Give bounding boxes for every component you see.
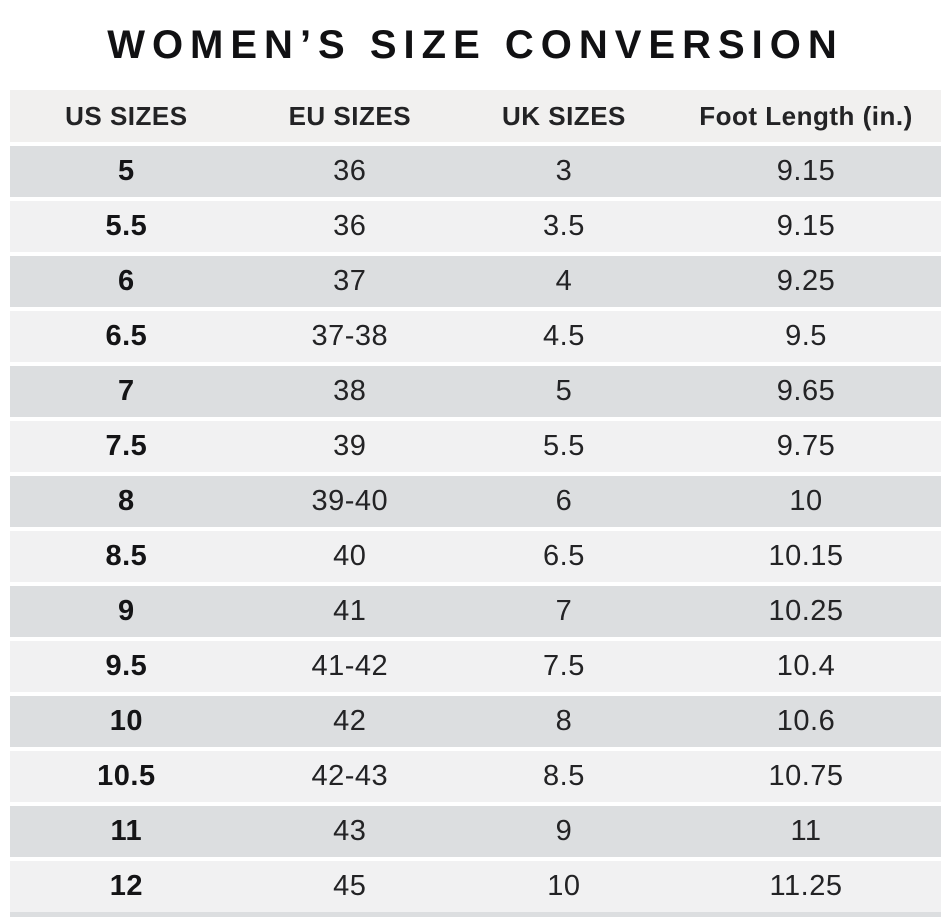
cell-eu-size: 37-38: [311, 320, 389, 352]
cell-eu-size: 39: [333, 430, 367, 462]
cell-uk-size: 5: [555, 375, 573, 407]
cell-uk-size: 10: [547, 870, 581, 902]
table-header-row: US SIZES EU SIZES UK SIZES Foot Length (…: [10, 90, 941, 142]
cell-us-size: 7.5: [105, 430, 148, 462]
cell-uk-size: 6: [555, 485, 573, 517]
size-conversion-table: US SIZES EU SIZES UK SIZES Foot Length (…: [10, 90, 941, 912]
cell-eu-size: 38: [333, 375, 367, 407]
cell-foot-length: 11.25: [769, 870, 843, 902]
cell-uk-size: 9: [555, 815, 573, 847]
cell-foot-length: 9.65: [776, 375, 836, 407]
column-header-foot-length: Foot Length (in.): [699, 100, 913, 131]
cell-uk-size: 4: [555, 265, 573, 297]
cell-foot-length: 9.15: [776, 155, 836, 187]
table-row: 5 36 3 9.15: [10, 146, 941, 197]
cell-uk-size: 7.5: [543, 650, 585, 682]
table-row: 12 45 10 11.25: [10, 861, 941, 912]
column-header-uk-sizes: UK SIZES: [501, 100, 626, 131]
page-title: WOMEN’S SIZE CONVERSION: [107, 22, 844, 67]
cell-uk-size: 7: [555, 595, 573, 627]
cell-foot-length: 10.25: [768, 595, 844, 627]
cell-uk-size: 5.5: [543, 430, 585, 462]
table-row: 6.5 37-38 4.5 9.5: [10, 311, 941, 362]
table-row: 5.5 36 3.5 9.15: [10, 201, 941, 252]
cell-eu-size: 42-43: [311, 760, 389, 792]
cell-eu-size: 39-40: [311, 485, 389, 517]
cell-uk-size: 6.5: [543, 540, 585, 572]
cell-foot-length: 10.6: [776, 705, 836, 737]
cell-us-size: 9.5: [105, 650, 148, 682]
table-row: 7.5 39 5.5 9.75: [10, 421, 941, 472]
table-row: 9 41 7 10.25: [10, 586, 941, 637]
cell-us-size: 10.5: [97, 760, 156, 792]
cell-foot-length: 9.15: [776, 210, 836, 242]
cell-us-size: 8: [118, 485, 135, 517]
table-row: 9.5 41-42 7.5 10.4: [10, 641, 941, 692]
table-row: 10.5 42-43 8.5 10.75: [10, 751, 941, 802]
cell-us-size: 12: [109, 870, 143, 902]
cell-eu-size: 45: [333, 870, 367, 902]
table-row: 8.5 40 6.5 10.15: [10, 531, 941, 582]
cell-eu-size: 37: [333, 265, 367, 297]
cell-eu-size: 43: [333, 815, 367, 847]
cell-uk-size: 3: [555, 155, 573, 187]
cell-us-size: 6: [118, 265, 135, 297]
cell-foot-length: 9.75: [776, 430, 836, 462]
cell-foot-length: 9.25: [776, 265, 836, 297]
cell-uk-size: 8.5: [543, 760, 585, 792]
cell-eu-size: 36: [333, 210, 367, 242]
cell-us-size: 8.5: [105, 540, 148, 572]
cell-uk-size: 4.5: [543, 320, 585, 352]
cell-foot-length: 11: [790, 815, 822, 847]
cell-uk-size: 3.5: [543, 210, 585, 242]
table-row: 10 42 8 10.6: [10, 696, 941, 747]
table-row: 11 43 9 11: [10, 806, 941, 857]
cell-us-size: 11: [110, 815, 143, 847]
cell-eu-size: 41: [333, 595, 367, 627]
cell-eu-size: 41-42: [311, 650, 389, 682]
cell-foot-length: 10: [789, 485, 823, 517]
cell-uk-size: 8: [555, 705, 573, 737]
cell-us-size: 5: [118, 155, 135, 187]
cell-us-size: 5.5: [105, 210, 148, 242]
cell-us-size: 6.5: [105, 320, 148, 352]
cropped-next-row-strip: [10, 912, 941, 917]
column-header-eu-sizes: EU SIZES: [288, 100, 412, 131]
cell-eu-size: 40: [333, 540, 367, 572]
cell-us-size: 10: [109, 705, 143, 737]
table-row: 7 38 5 9.65: [10, 366, 941, 417]
cell-foot-length: 10.75: [768, 760, 844, 792]
cell-foot-length: 9.5: [785, 320, 827, 352]
cell-us-size: 7: [118, 375, 135, 407]
cell-foot-length: 10.4: [776, 650, 836, 682]
cell-foot-length: 10.15: [768, 540, 844, 572]
cell-eu-size: 36: [333, 155, 367, 187]
cell-us-size: 9: [118, 595, 135, 627]
cell-eu-size: 42: [333, 705, 367, 737]
table-row: 6 37 4 9.25: [10, 256, 941, 307]
column-header-us-sizes: US SIZES: [65, 100, 188, 131]
table-row: 8 39-40 6 10: [10, 476, 941, 527]
